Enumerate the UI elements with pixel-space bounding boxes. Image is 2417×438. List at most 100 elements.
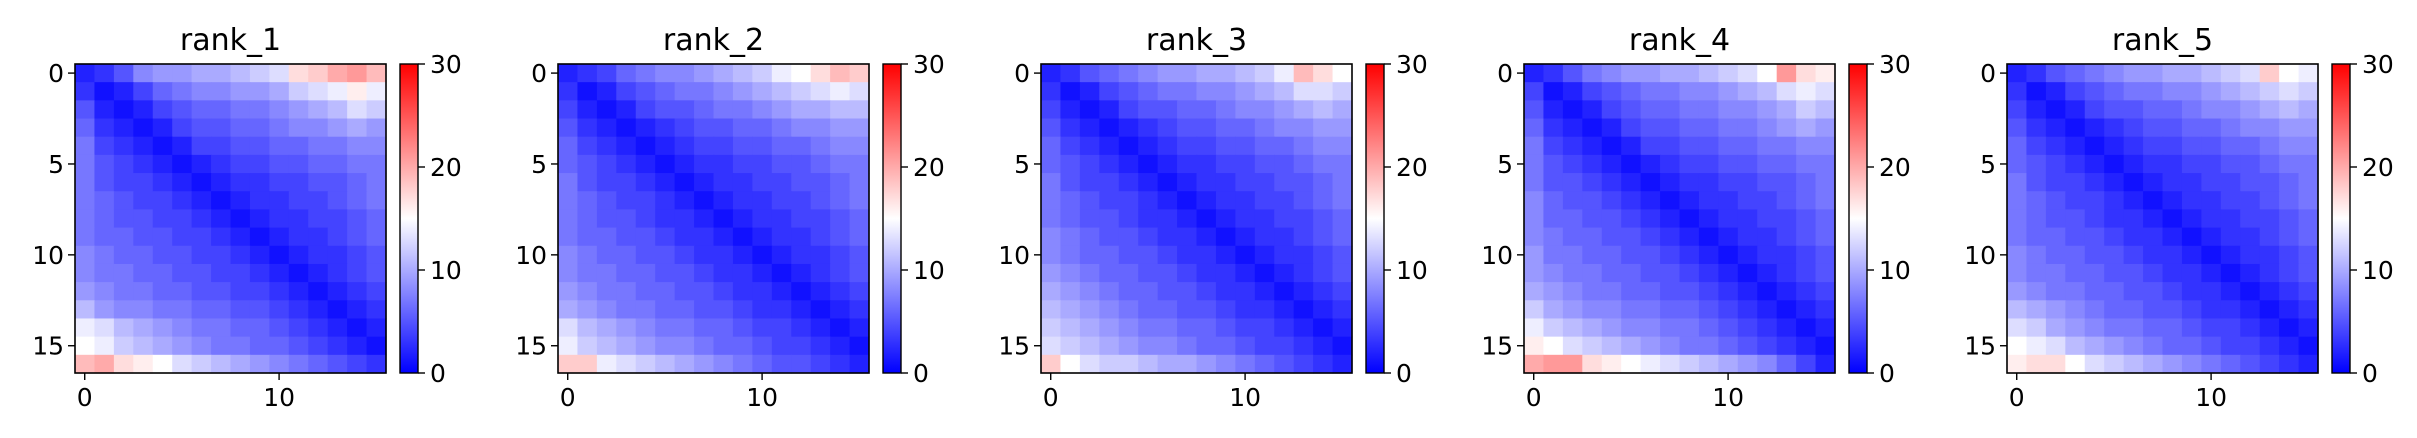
heatmap-cell <box>1698 263 1719 283</box>
heatmap-cell <box>791 154 812 174</box>
heatmap-cell <box>1796 191 1817 211</box>
heatmap-cell <box>2259 191 2280 211</box>
heatmap-cell <box>1621 136 1642 156</box>
heatmap-cell <box>2065 82 2086 101</box>
heatmap-cell <box>230 100 251 120</box>
heatmap-cell <box>1177 245 1198 265</box>
heatmap-cell <box>1737 173 1758 192</box>
heatmap-cell <box>1196 336 1217 356</box>
heatmap-cell <box>75 118 96 138</box>
heatmap-cell <box>230 154 251 174</box>
heatmap-cell <box>1060 191 1081 211</box>
heatmap-cell <box>1582 82 1603 101</box>
heatmap-cell <box>1524 118 1545 138</box>
heatmap-cell <box>2298 64 2319 83</box>
heatmap-cell <box>1621 82 1642 101</box>
heatmap-cell <box>1215 100 1236 120</box>
heatmap-cell <box>1757 64 1778 83</box>
heatmap-cell <box>366 354 387 374</box>
heatmap-cell <box>616 245 637 265</box>
heatmap-cell <box>1524 82 1545 101</box>
heatmap-cell <box>1601 318 1622 338</box>
heatmap-cell <box>694 64 715 83</box>
heatmap-cell <box>1293 245 1314 265</box>
heatmap-cell <box>327 191 348 211</box>
heatmap-cell <box>2298 209 2319 229</box>
y-tick-label: 0 <box>531 59 547 88</box>
heatmap-cell <box>1679 136 1700 156</box>
heatmap-cell <box>1582 136 1603 156</box>
heatmap-cell <box>1313 136 1334 156</box>
heatmap-cell <box>2220 154 2241 174</box>
heatmap-cell <box>558 64 579 83</box>
heatmap-cell <box>327 118 348 138</box>
heatmap-cell <box>1235 209 1256 229</box>
heatmap-cell <box>1293 154 1314 174</box>
heatmap-cell <box>752 245 773 265</box>
heatmap-cell <box>616 154 637 174</box>
colorbar-tick-label: 30 <box>1879 50 1911 79</box>
heatmap-cell <box>1235 227 1256 247</box>
heatmap-cell <box>1254 173 1275 192</box>
heatmap-cell <box>1313 245 1334 265</box>
heatmap-cell <box>1621 154 1642 174</box>
heatmap-cell <box>1757 100 1778 120</box>
heatmap-cell <box>113 82 134 101</box>
heatmap-cell <box>1254 354 1275 374</box>
heatmap-cell <box>2026 118 2047 138</box>
heatmap-cell <box>1060 300 1081 320</box>
heatmap-cell <box>230 282 251 301</box>
heatmap-cell <box>1562 82 1583 101</box>
heatmap-cell <box>713 354 734 374</box>
heatmap-cell <box>1235 300 1256 320</box>
heatmap-cell <box>732 136 753 156</box>
heatmap-cell <box>1099 118 1120 138</box>
heatmap-cell <box>1679 336 1700 356</box>
heatmap-cell <box>75 354 96 374</box>
heatmap-cell <box>596 100 617 120</box>
heatmap-cell <box>2026 245 2047 265</box>
heatmap-cell <box>558 100 579 120</box>
heatmap-cell <box>1718 173 1739 192</box>
heatmap-cell <box>830 336 851 356</box>
heatmap-cell <box>1177 82 1198 101</box>
heatmap-cell <box>1196 282 1217 301</box>
heatmap-cell <box>2143 136 2164 156</box>
heatmap-cell <box>2259 82 2280 101</box>
heatmap-cell <box>2065 245 2086 265</box>
heatmap-cell <box>2007 136 2028 156</box>
heatmap-cell <box>1679 64 1700 83</box>
heatmap-cell <box>308 227 329 247</box>
heatmap-cell <box>771 82 792 101</box>
heatmap-cell <box>1079 173 1100 192</box>
heatmap-cell <box>347 263 368 283</box>
heatmap-cell <box>288 354 309 374</box>
heatmap-cell <box>849 336 870 356</box>
heatmap-cell <box>674 245 695 265</box>
heatmap-cell <box>1060 64 1081 83</box>
heatmap-cell <box>1274 173 1295 192</box>
colorbar-gradient <box>1848 63 1868 374</box>
heatmap-cell <box>75 136 96 156</box>
heatmap-cell <box>2007 118 2028 138</box>
heatmap-cell <box>94 173 115 192</box>
heatmap-cell <box>1815 245 1836 265</box>
heatmap-cell <box>2026 318 2047 338</box>
heatmap-cell <box>1157 64 1178 83</box>
heatmap-cell <box>1660 118 1681 138</box>
heatmap-cell <box>211 118 232 138</box>
heatmap-cell <box>1118 100 1139 120</box>
heatmap-cell <box>308 282 329 301</box>
heatmap-cell <box>1157 209 1178 229</box>
heatmap-cell <box>230 173 251 192</box>
heatmap-cell <box>1718 300 1739 320</box>
heatmap-cell <box>191 354 212 374</box>
heatmap-cell <box>849 209 870 229</box>
y-tick-label: 15 <box>32 332 64 361</box>
heatmap-cell <box>249 64 270 83</box>
heatmap-cell <box>2240 209 2261 229</box>
heatmap-cell <box>655 118 676 138</box>
heatmap-cell <box>2065 191 2086 211</box>
heatmap-cell <box>830 191 851 211</box>
heatmap-cell <box>1235 100 1256 120</box>
